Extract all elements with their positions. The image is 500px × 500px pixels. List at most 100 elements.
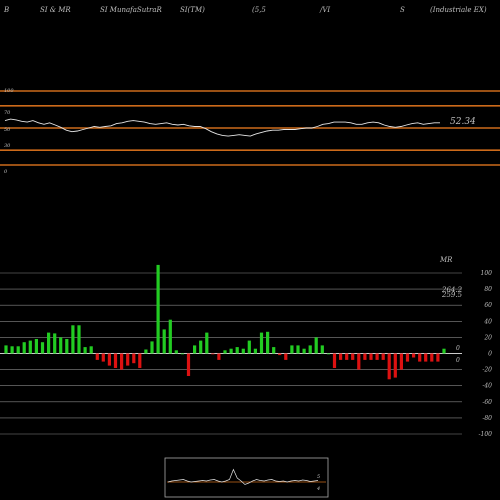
mr-tick--20: -20 <box>482 367 492 374</box>
mr-bar-18 <box>113 353 118 368</box>
mr-bar-39 <box>241 348 245 354</box>
mr-bar-70 <box>430 353 434 362</box>
mr-bar-45 <box>278 353 282 356</box>
mr-bar-35 <box>217 353 221 360</box>
mr-panel: 100 80 60 40 20 0 -20 -40 -60 -80 -100 MR 264.2259.5… <box>0 256 492 438</box>
rsi-last-value: 52.34 <box>450 117 476 127</box>
mini-label-1: 4 <box>316 486 320 492</box>
mr-bar-44 <box>272 347 276 354</box>
mr-tick-100: 100 <box>481 270 493 277</box>
mr-ref-label-0: 264.2 <box>441 286 463 294</box>
mr-bar-60 <box>369 353 373 360</box>
rsi-tick-0: 0 <box>4 169 8 175</box>
header-text-0: B <box>3 6 9 14</box>
mr-tick-60: 60 <box>484 302 492 309</box>
mini-frame <box>164 457 329 498</box>
mr-bar-34 <box>211 353 215 355</box>
mr-bar-67 <box>412 353 416 358</box>
mr-bar-61 <box>375 353 379 360</box>
mr-bar-47 <box>290 345 294 354</box>
mr-bar-40 <box>247 340 251 354</box>
mr-bar-5 <box>34 339 38 354</box>
rsi-line <box>4 118 440 137</box>
mr-bar-6 <box>40 342 45 354</box>
mr-bar-12 <box>77 325 81 354</box>
rsi-tick-50: 50 <box>4 127 11 133</box>
rsi-tick-70: 70 <box>4 110 11 116</box>
mr-bar-69 <box>424 353 428 362</box>
mr-bar-41 <box>253 348 257 354</box>
mini-line <box>167 468 319 485</box>
mr-title: MR <box>439 256 453 264</box>
header-text-4: (5,5 <box>252 6 266 14</box>
mr-tick-0: 0 <box>488 351 492 358</box>
mr-bar-63 <box>387 353 391 380</box>
mr-tick--60: -60 <box>482 399 492 406</box>
mr-bar-50 <box>308 345 312 354</box>
mr-bar-22 <box>138 353 142 368</box>
mr-bar-68 <box>418 353 422 362</box>
mr-bar-1 <box>10 346 14 354</box>
rsi-tick-100: 100 <box>4 88 14 94</box>
mr-bar-0 <box>4 345 8 354</box>
mr-bar-24 <box>150 341 154 354</box>
mr-bar-7 <box>47 332 51 354</box>
mr-bar-13 <box>83 347 87 354</box>
mr-bar-27 <box>168 319 172 354</box>
mr-bar-51 <box>314 337 318 354</box>
mr-bar-8 <box>53 333 57 354</box>
mr-bar-48 <box>296 345 300 354</box>
header-text-1: SI & MR <box>40 6 71 14</box>
mr-bar-58 <box>357 353 361 370</box>
mr-bar-15 <box>95 353 99 360</box>
mr-tick-20: 20 <box>483 334 492 341</box>
mr-bar-37 <box>229 348 233 354</box>
mr-bar-4 <box>28 340 32 354</box>
mr-bar-17 <box>107 353 111 366</box>
mr-bar-29 <box>180 353 184 355</box>
mr-bar-23 <box>144 349 148 354</box>
mr-tick--100: -100 <box>479 431 493 438</box>
mr-bar-20 <box>126 353 130 366</box>
mr-end-label-1: 0 <box>456 357 460 364</box>
mr-bar-53 <box>326 353 330 355</box>
mr-end-label-0: 0 <box>456 345 460 352</box>
mr-bar-16 <box>101 353 105 362</box>
header-text-6: S <box>400 6 405 14</box>
header-text-3: SI(TM) <box>180 6 205 14</box>
mr-bar-54 <box>332 353 337 368</box>
mr-bar-65 <box>399 353 403 370</box>
header-text-7: (Industriale EX) <box>430 6 487 14</box>
mr-tick--40: -40 <box>482 383 492 390</box>
mr-bar-28 <box>174 350 178 354</box>
header-text-2: SI MunafaSutraR <box>100 6 163 14</box>
mr-ref-label-1: 259.5 <box>441 291 463 299</box>
mr-bar-46 <box>284 353 288 360</box>
header: B SI & MR SI MunafaSutraR SI(TM) (5,5/VI S (In… <box>3 6 487 14</box>
mr-bar-25 <box>156 264 160 354</box>
mr-bar-26 <box>162 329 166 354</box>
header-text-5: /VI <box>319 6 330 14</box>
mr-bar-38 <box>235 347 239 354</box>
mr-bar-36 <box>223 350 227 354</box>
mr-bar-66 <box>405 353 410 362</box>
mr-bar-2 <box>16 346 20 354</box>
mr-bar-3 <box>22 342 26 354</box>
mr-bar-19 <box>120 353 124 370</box>
mini-navigator: 54 <box>164 457 329 498</box>
mini-label-0: 5 <box>317 474 320 480</box>
mr-tick--80: -80 <box>482 415 492 422</box>
mr-bar-11 <box>71 325 75 354</box>
mr-bar-49 <box>302 348 306 354</box>
mr-bar-62 <box>381 353 385 360</box>
mr-tick-40: 40 <box>483 318 492 325</box>
mr-bar-72 <box>442 348 446 354</box>
mr-bar-43 <box>266 331 270 354</box>
rsi-panel: 100 70 50 30 0 52.34 <box>0 88 500 175</box>
mr-bar-32 <box>199 340 203 354</box>
mr-bar-9 <box>59 337 63 354</box>
mr-bar-56 <box>345 353 349 360</box>
mr-bar-14 <box>89 346 93 354</box>
